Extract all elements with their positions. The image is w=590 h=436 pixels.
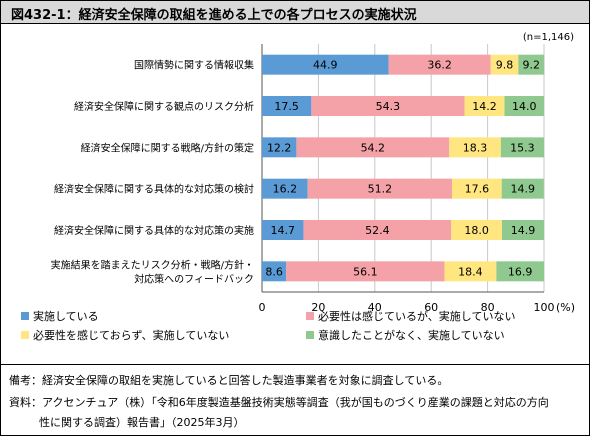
bar-segment [303, 220, 452, 240]
category-label: 経済安全保障に関する具体的な対応策の実施 [54, 224, 254, 237]
legend-swatch [21, 331, 29, 339]
data-label: 9.8 [496, 59, 514, 72]
bar-segment [262, 220, 304, 240]
x-tick-label: 100 [534, 301, 555, 314]
data-label: 16.9 [508, 265, 533, 278]
x-tick-label: 80 [481, 301, 495, 314]
bar-segment [504, 96, 544, 116]
category-label: 対応策へのフィードバック [134, 272, 254, 285]
data-label: 56.1 [353, 265, 378, 278]
note-source-line1: 資料：アクセンチュア（株）「令和6年度製造基盤技術実態等調査（我が国ものづくり産… [9, 396, 549, 409]
x-tick-label: 20 [311, 301, 325, 314]
category-label: 経済安全保障に関する観点のリスク分析 [74, 100, 254, 113]
notes-section: 備考：経済安全保障の取組を実施していると回答した製造事業者を対象に調査している。… [1, 364, 589, 436]
legend-label: 実施している [33, 309, 99, 323]
x-axis-unit: (%) [556, 301, 575, 314]
data-label: 15.3 [510, 141, 535, 154]
legend-label: 必要性は感じているが、実施していない [318, 309, 515, 323]
data-label: 14.2 [472, 100, 497, 113]
bar-segment [388, 54, 491, 75]
data-label: 14.0 [512, 100, 537, 113]
data-label: 18.4 [458, 265, 483, 278]
data-label: 18.0 [464, 224, 489, 237]
bar-segment [311, 96, 465, 116]
data-label: 16.2 [273, 183, 298, 196]
bar-segment [262, 261, 287, 282]
bar-segment [518, 54, 545, 75]
bar-segment [307, 178, 453, 199]
chart-area: (n=1,146) 0 20 40 60 80 100 (%) 国際情勢に関する情報収集 44.9… [1, 24, 589, 364]
data-label: 9.2 [523, 59, 541, 72]
bar-segment [500, 137, 544, 158]
x-tick-label: 40 [368, 301, 382, 314]
bar-segment [262, 137, 297, 158]
stacked-bar-chart: (n=1,146) 0 20 40 60 80 100 (%) 国際情勢に関する情報収集 44.9… [21, 32, 575, 342]
data-label: 8.6 [265, 265, 283, 278]
bar-segment [262, 178, 308, 199]
bar-segment [496, 261, 544, 282]
legend-label: 意識したことがなく、実施していない [318, 328, 505, 342]
category-label: 経済安全保障に関する戦略/方針の策定 [81, 141, 254, 154]
x-tick-label: 60 [424, 301, 438, 314]
legend-label: 必要性を感じておらず、実施していない [33, 328, 229, 342]
bar-segment [464, 96, 505, 116]
legend-swatch [306, 312, 314, 320]
bar-segment [452, 178, 502, 199]
data-label: 18.3 [463, 141, 488, 154]
bar-segment [490, 54, 519, 75]
category-label: 国際情勢に関する情報収集 [134, 59, 254, 72]
bar-segment [449, 137, 501, 158]
bar-segment [501, 178, 544, 199]
bar-segment [444, 261, 497, 282]
data-label: 51.2 [368, 183, 393, 196]
data-label: 44.9 [313, 59, 338, 72]
x-tick-label: 0 [259, 301, 266, 314]
figure-title: 図432-1：経済安全保障の取組を進める上での各プロセスの実施状況 [11, 8, 417, 23]
sample-size-label: (n=1,146) [523, 32, 574, 43]
bar-segment [262, 96, 312, 116]
data-label: 14.9 [511, 224, 536, 237]
bar-segment [286, 261, 445, 282]
data-label: 14.7 [270, 224, 295, 237]
bar-segment [451, 220, 502, 240]
legend-swatch [306, 331, 314, 339]
data-label: 12.2 [267, 141, 292, 154]
note-biko: 備考：経済安全保障の取組を実施していると回答した製造事業者を対象に調査している。 [9, 374, 449, 387]
data-label: 52.4 [365, 224, 390, 237]
bar-segment [501, 220, 544, 240]
data-label: 14.9 [510, 183, 535, 196]
data-label: 54.2 [361, 141, 386, 154]
data-label: 17.5 [274, 100, 299, 113]
bar-segment [262, 54, 389, 75]
category-label: 経済安全保障に関する具体的な対応策の検討 [54, 183, 254, 196]
category-label: 実施結果を踏まえたリスク分析・戦略/方針・ [51, 258, 254, 271]
data-label: 36.2 [427, 59, 452, 72]
data-label: 54.3 [376, 100, 401, 113]
bar-segment [296, 137, 450, 158]
note-source-line2: 性に関する調査）報告書」（2025年3月） [39, 416, 245, 429]
title-bar: 図432-1：経済安全保障の取組を進める上での各プロセスの実施状況 [1, 1, 589, 24]
data-label: 17.6 [465, 183, 490, 196]
legend-swatch [21, 312, 29, 320]
